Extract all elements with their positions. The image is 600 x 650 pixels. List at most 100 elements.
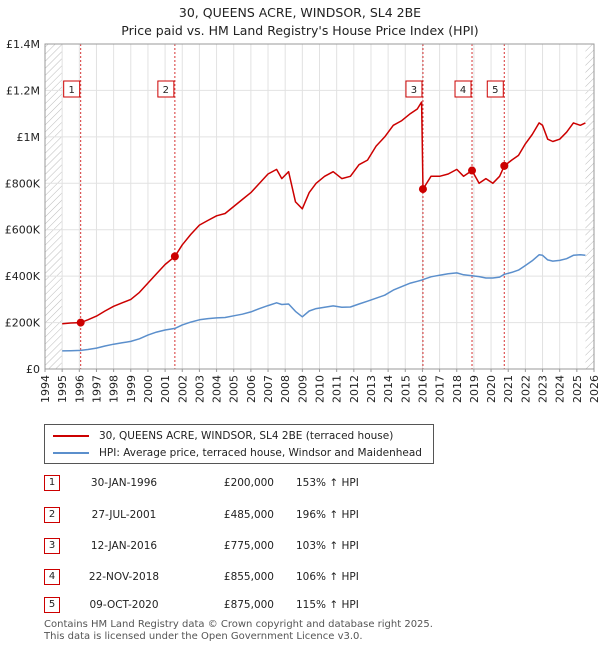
sale-price: £485,000 bbox=[223, 509, 274, 521]
sale-hpi-change: 196% ↑ HPI bbox=[296, 509, 359, 521]
sale-label-box-1 bbox=[63, 80, 81, 98]
footer-licence: This data is licensed under the Open Gov… bbox=[44, 631, 363, 642]
series-layer bbox=[62, 101, 586, 352]
x-tick-label: 2023 bbox=[537, 375, 550, 403]
x-tick-label: 2009 bbox=[296, 375, 309, 403]
x-tick-label: 2000 bbox=[142, 375, 155, 403]
x-tick-label: 2010 bbox=[314, 375, 327, 403]
table-row: 4 22-NOV-2018 £855,000 106% ↑ HPI bbox=[44, 567, 464, 587]
x-tick-label: 2007 bbox=[262, 375, 275, 403]
x-tick-label: 2012 bbox=[348, 375, 361, 403]
price-chart: 1 2 3 4 5 £0 £200K £400K £600K £800K £1M £1.2M £1.4… bbox=[5, 38, 600, 403]
x-tick-label: 1996 bbox=[73, 375, 86, 403]
sale-price: £775,000 bbox=[223, 540, 274, 552]
sale-number-badge: 4 bbox=[44, 569, 60, 585]
sale-hpi-change: 115% ↑ HPI bbox=[296, 599, 359, 611]
x-tick-label: 2011 bbox=[331, 375, 344, 403]
sale-hpi-change: 106% ↑ HPI bbox=[296, 571, 359, 583]
x-tick-label: 2008 bbox=[279, 375, 292, 403]
x-tick-label: 2025 bbox=[571, 375, 584, 403]
sale-hpi-change: 153% ↑ HPI bbox=[296, 477, 359, 489]
sale-label-3: 3 bbox=[411, 85, 417, 96]
sale-hpi-change: 103% ↑ HPI bbox=[296, 540, 359, 552]
x-tick-label: 1994 bbox=[39, 375, 52, 403]
sale-point-3 bbox=[418, 185, 427, 194]
x-tick-label: 2006 bbox=[245, 375, 258, 403]
y-tick-label: £1M bbox=[17, 131, 41, 144]
x-tick-label: 2019 bbox=[468, 375, 481, 403]
x-tick-label: 1999 bbox=[125, 375, 138, 403]
x-tick-label: 2020 bbox=[485, 375, 498, 403]
x-tick-label: 2026 bbox=[588, 375, 600, 403]
hatch-layer bbox=[45, 44, 594, 369]
sale-number-badge: 3 bbox=[44, 538, 60, 554]
legend-swatch-property bbox=[53, 435, 89, 437]
x-tick-label: 2016 bbox=[416, 375, 429, 403]
x-tick-label: 1997 bbox=[90, 375, 103, 403]
sale-date: 30-JAN-1996 bbox=[90, 477, 158, 489]
x-tick-label: 2021 bbox=[502, 375, 515, 403]
grid-layer bbox=[44, 43, 595, 370]
x-tick-label: 2005 bbox=[228, 375, 241, 403]
chart-title-block: 30, QUEENS ACRE, WINDSOR, SL4 2BE Price … bbox=[0, 4, 600, 40]
property-line bbox=[62, 101, 586, 325]
x-tick-label: 2004 bbox=[211, 375, 224, 403]
x-tick-label: 2024 bbox=[554, 375, 567, 403]
sale-label-5: 5 bbox=[492, 85, 498, 96]
footer-copyright: Contains HM Land Registry data © Crown c… bbox=[44, 619, 433, 630]
sale-number-badge: 1 bbox=[44, 475, 60, 491]
sale-date: 12-JAN-2016 bbox=[90, 540, 158, 552]
x-tick-label: 2017 bbox=[434, 375, 447, 403]
sale-date: 22-NOV-2018 bbox=[88, 571, 160, 583]
sale-price: £855,000 bbox=[223, 571, 274, 583]
sale-date: 09-OCT-2020 bbox=[89, 599, 159, 611]
sale-point-1 bbox=[76, 318, 85, 327]
hpi-line bbox=[62, 254, 586, 352]
table-row: 2 27-JUL-2001 £485,000 196% ↑ HPI bbox=[44, 505, 464, 525]
sale-label-box-5 bbox=[486, 80, 504, 98]
y-tick-label: £200K bbox=[5, 317, 41, 330]
x-tick-label: 2022 bbox=[519, 375, 532, 403]
sale-date: 27-JUL-2001 bbox=[91, 509, 157, 521]
sale-point-5 bbox=[500, 161, 509, 170]
legend-swatch-hpi bbox=[53, 452, 89, 454]
y-tick-label: £600K bbox=[5, 224, 41, 237]
sale-points bbox=[76, 161, 509, 327]
legend: 30, QUEENS ACRE, WINDSOR, SL4 2BE (terra… bbox=[44, 424, 434, 464]
sale-label-1: 1 bbox=[68, 85, 74, 96]
x-tick-label: 2002 bbox=[176, 375, 189, 403]
footer: Contains HM Land Registry data © Crown c… bbox=[44, 619, 433, 643]
sale-label-box-4 bbox=[454, 80, 472, 98]
table-row: 3 12-JAN-2016 £775,000 103% ↑ HPI bbox=[44, 536, 464, 556]
sale-point-4 bbox=[468, 166, 477, 175]
axis-layer: £0 £200K £400K £600K £800K £1M £1.2M £1.4M 1994 1… bbox=[5, 38, 600, 403]
y-tick-label: £1.2M bbox=[6, 84, 40, 97]
sale-label-2: 2 bbox=[163, 85, 169, 96]
sale-price: £200,000 bbox=[223, 477, 274, 489]
sale-price: £875,000 bbox=[223, 599, 274, 611]
y-tick-label: £800K bbox=[5, 177, 41, 190]
x-tick-label: 1995 bbox=[56, 375, 69, 403]
sale-number-labels: 1 2 3 4 5 bbox=[63, 80, 504, 98]
x-tick-label: 2018 bbox=[451, 375, 464, 403]
x-tick-label: 2003 bbox=[193, 375, 206, 403]
sale-marker-lines bbox=[80, 44, 505, 369]
y-tick-label: £400K bbox=[5, 270, 41, 283]
table-row: 1 30-JAN-1996 £200,000 153% ↑ HPI bbox=[44, 473, 464, 493]
chart-title: 30, QUEENS ACRE, WINDSOR, SL4 2BE bbox=[178, 5, 422, 20]
y-tick-label: £1.4M bbox=[6, 38, 40, 51]
x-tick-label: 2013 bbox=[365, 375, 378, 403]
legend-label-hpi: HPI: Average price, terraced house, Wind… bbox=[99, 447, 422, 459]
x-tick-label: 2014 bbox=[382, 375, 395, 403]
sale-number-badge: 2 bbox=[44, 507, 60, 523]
x-tick-label: 1998 bbox=[108, 375, 121, 403]
sale-number-badge: 5 bbox=[44, 597, 60, 613]
y-tick-label: £0 bbox=[26, 363, 40, 376]
table-row: 5 09-OCT-2020 £875,000 115% ↑ HPI bbox=[44, 595, 464, 615]
hatch-region-right bbox=[585, 44, 594, 369]
x-tick-label: 2015 bbox=[399, 375, 412, 403]
sale-label-4: 4 bbox=[460, 85, 466, 96]
legend-label-property: 30, QUEENS ACRE, WINDSOR, SL4 2BE (terra… bbox=[99, 430, 394, 442]
x-tick-label: 2001 bbox=[159, 375, 172, 403]
sale-label-box-3 bbox=[405, 80, 423, 98]
